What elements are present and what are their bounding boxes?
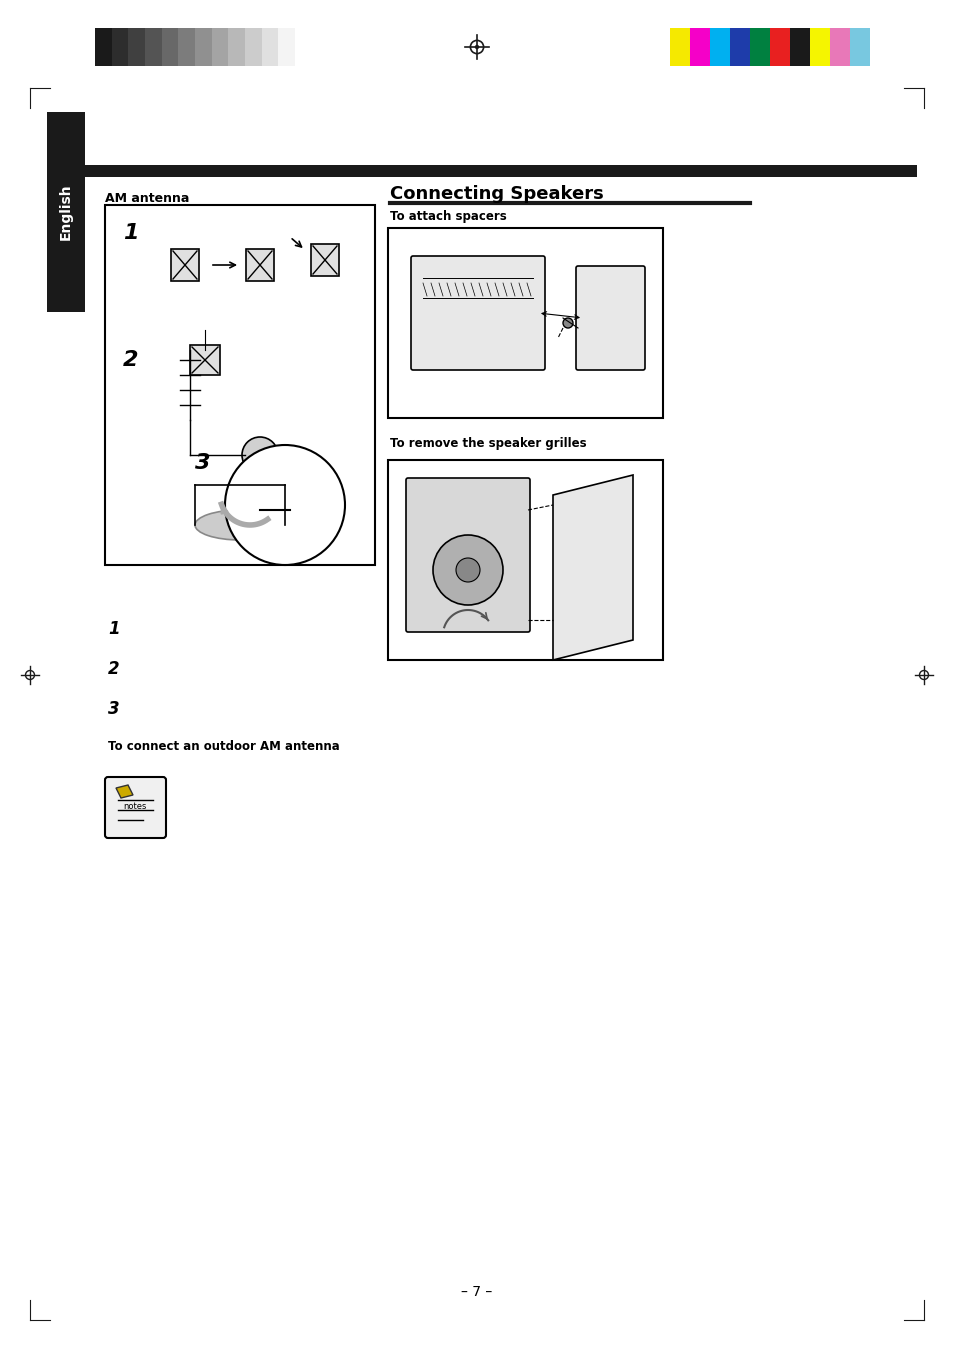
Circle shape [225, 444, 345, 565]
Bar [212, 28, 228, 66]
FancyBboxPatch shape [576, 266, 644, 370]
Text: To connect an outdoor AM antenna: To connect an outdoor AM antenna [108, 740, 339, 753]
Text: AM antenna: AM antenna [105, 192, 190, 205]
Text: 2: 2 [123, 350, 138, 370]
Bar [388, 459, 662, 661]
Bar [829, 28, 849, 66]
Bar [278, 28, 294, 66]
Bar [729, 28, 749, 66]
Text: 1: 1 [123, 223, 138, 243]
Text: 2: 2 [108, 661, 119, 678]
Bar [145, 28, 161, 66]
Bar [47, 165, 916, 177]
Circle shape [456, 558, 479, 582]
Bar [194, 28, 212, 66]
Bar [178, 28, 194, 66]
Bar [228, 28, 245, 66]
FancyBboxPatch shape [105, 777, 166, 838]
Ellipse shape [194, 509, 285, 540]
Bar [689, 28, 709, 66]
Bar [190, 345, 220, 376]
Bar [769, 28, 789, 66]
Bar [669, 28, 689, 66]
Circle shape [562, 317, 573, 328]
Text: To remove the speaker grilles: To remove the speaker grilles [390, 436, 586, 450]
Bar [709, 28, 729, 66]
Bar [47, 112, 85, 312]
Text: To attach spacers: To attach spacers [390, 209, 506, 223]
Polygon shape [553, 476, 633, 661]
Polygon shape [116, 785, 132, 798]
Bar [809, 28, 829, 66]
Bar [112, 28, 129, 66]
FancyBboxPatch shape [411, 255, 544, 370]
Circle shape [475, 46, 478, 49]
Bar [129, 28, 145, 66]
Text: Connecting Speakers: Connecting Speakers [390, 185, 603, 203]
Text: 3: 3 [108, 700, 119, 717]
Bar [246, 249, 274, 281]
Bar [261, 28, 278, 66]
Bar [245, 28, 261, 66]
Bar [849, 28, 869, 66]
Text: – 7 –: – 7 – [461, 1285, 492, 1300]
Circle shape [242, 436, 277, 473]
Bar [161, 28, 178, 66]
Bar [388, 228, 662, 417]
Bar [749, 28, 769, 66]
FancyArrowPatch shape [541, 312, 578, 319]
Bar [95, 28, 112, 66]
Circle shape [433, 535, 502, 605]
Bar [105, 205, 375, 565]
Bar [171, 249, 199, 281]
Text: 1: 1 [108, 620, 119, 638]
Text: English: English [59, 184, 73, 240]
Text: 3: 3 [194, 453, 211, 473]
Bar [311, 245, 338, 276]
Text: notes: notes [123, 802, 147, 811]
Bar [789, 28, 809, 66]
FancyBboxPatch shape [406, 478, 530, 632]
